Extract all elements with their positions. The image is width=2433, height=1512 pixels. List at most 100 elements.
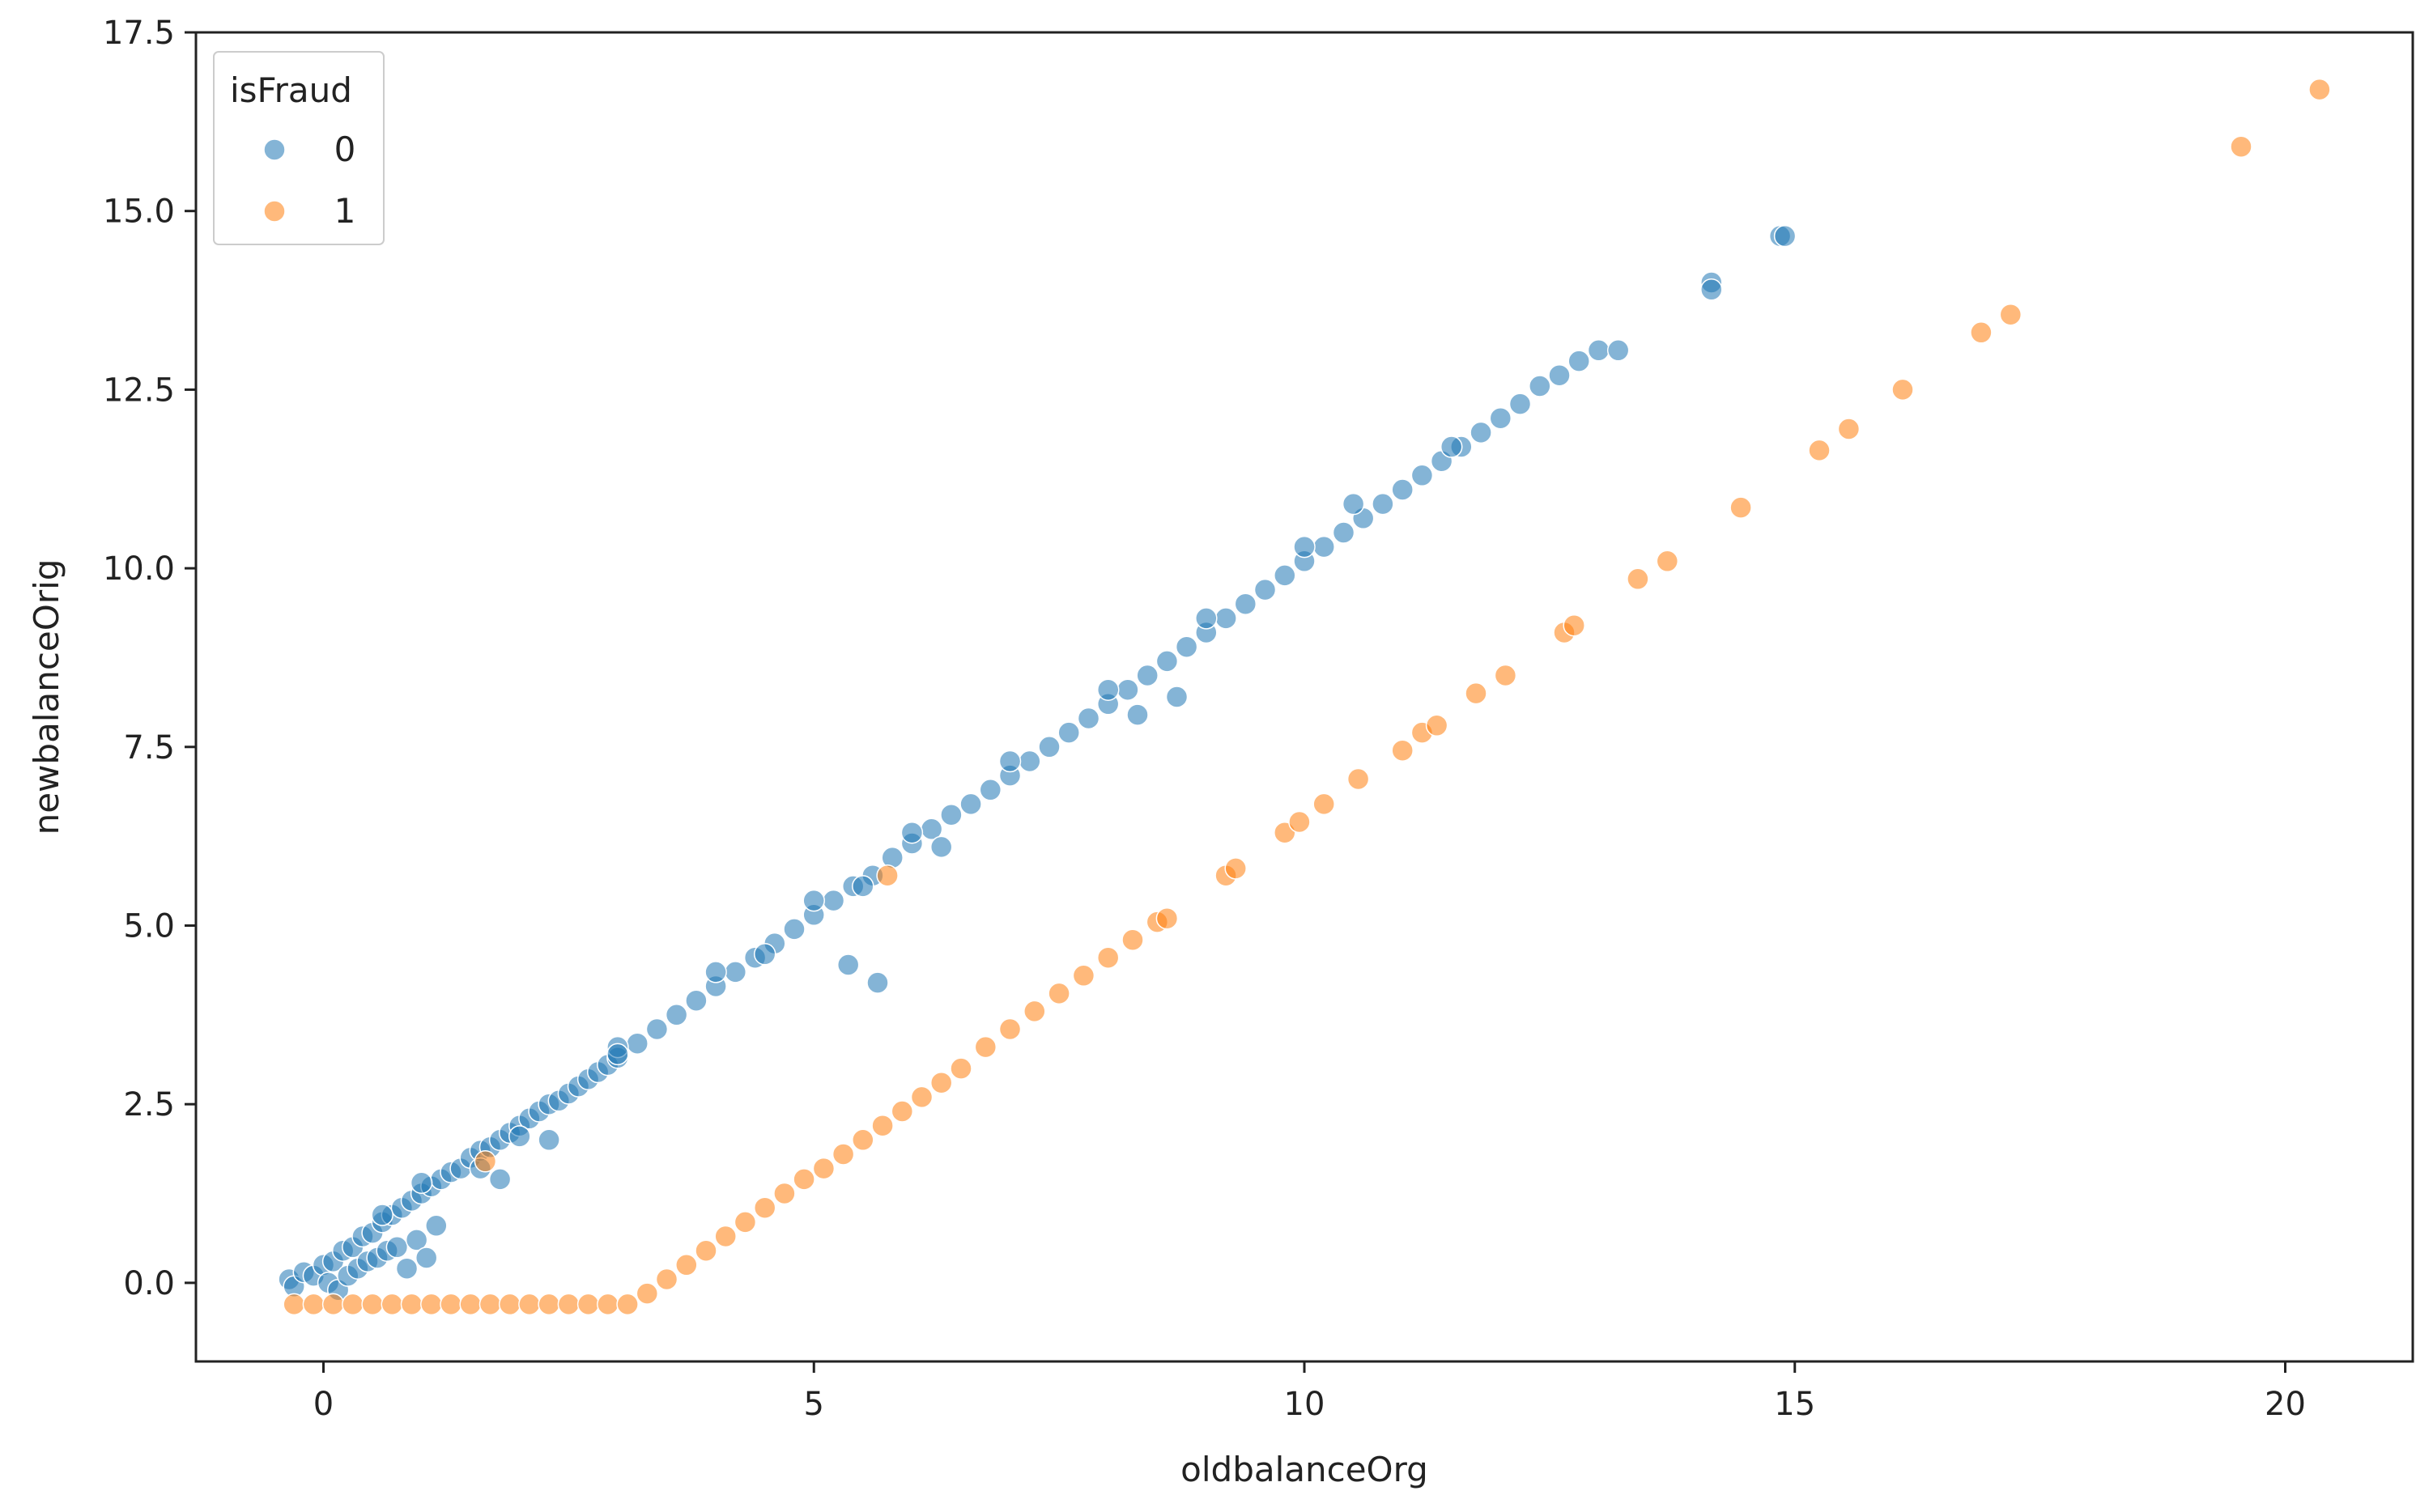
- data-point: [1332, 521, 1355, 544]
- legend-box: [213, 51, 385, 245]
- data-point: [1773, 224, 1797, 248]
- axes-layer: [194, 31, 2414, 1363]
- data-point: [753, 1196, 776, 1219]
- data-point: [1656, 550, 1679, 573]
- data-point: [1494, 664, 1517, 687]
- data-point: [836, 953, 860, 976]
- data-point: [410, 1171, 433, 1195]
- data-point: [1155, 907, 1179, 930]
- legend: isFraud 0 1: [213, 51, 385, 245]
- data-point: [538, 1128, 560, 1152]
- series-1: [283, 78, 2331, 1316]
- data-point: [415, 1247, 438, 1269]
- data-point: [891, 1100, 914, 1123]
- data-point: [1508, 393, 1532, 415]
- data-point: [675, 1254, 698, 1276]
- data-point: [1410, 464, 1434, 487]
- data-point: [1293, 535, 1316, 559]
- data-point: [871, 1114, 894, 1137]
- data-point: [685, 989, 708, 1012]
- legend-marker: [263, 200, 286, 223]
- x-axis-label: oldbalanceOrg: [1180, 1450, 1428, 1489]
- data-point: [852, 875, 874, 898]
- data-point: [724, 961, 747, 983]
- data-point: [498, 1293, 521, 1316]
- data-point: [783, 918, 806, 941]
- legend-marker: [263, 138, 286, 161]
- y-tick-label: 5.0: [123, 907, 175, 945]
- legend-entry-label: 0: [334, 130, 356, 169]
- data-point: [1999, 303, 2023, 326]
- data-point: [812, 1157, 836, 1180]
- data-point: [1155, 650, 1179, 673]
- y-tick-label: 17.5: [103, 15, 175, 52]
- data-point: [1567, 350, 1590, 372]
- data-point: [665, 1004, 688, 1026]
- data-point: [2230, 135, 2252, 158]
- data-point: [1048, 982, 1070, 1005]
- data-point: [1117, 678, 1139, 701]
- data-point: [852, 1128, 874, 1152]
- data-point: [395, 1257, 419, 1280]
- data-point: [1465, 682, 1487, 705]
- y-tick-label: 15.0: [103, 193, 175, 231]
- data-point: [342, 1293, 364, 1316]
- data-point: [998, 750, 1022, 773]
- x-tick-label: 15: [1774, 1386, 1815, 1423]
- data-point: [616, 1293, 639, 1316]
- legend-entry-label: 1: [334, 191, 356, 231]
- data-point: [1391, 478, 1414, 501]
- data-point: [1121, 928, 1144, 951]
- data-point: [1077, 707, 1100, 730]
- data-point: [597, 1293, 619, 1316]
- data-point: [302, 1293, 325, 1316]
- data-point: [1136, 664, 1159, 687]
- data-point: [1729, 496, 1752, 519]
- data-point: [1057, 721, 1080, 744]
- data-point: [753, 943, 776, 966]
- data-point: [1096, 678, 1120, 701]
- data-point: [1019, 750, 1041, 773]
- data-point: [2308, 78, 2331, 101]
- data-point: [929, 1071, 953, 1094]
- data-point: [940, 803, 963, 826]
- data-point: [1606, 339, 1630, 362]
- data-point: [420, 1293, 443, 1316]
- data-point: [1425, 714, 1448, 737]
- data-point: [1440, 435, 1463, 458]
- data-point: [773, 1182, 796, 1205]
- data-point: [1023, 1000, 1046, 1023]
- data-point: [474, 1150, 497, 1173]
- y-tick-label: 7.5: [123, 729, 175, 767]
- data-point: [1489, 406, 1512, 430]
- data-point: [950, 1057, 972, 1080]
- data-point: [1391, 739, 1414, 762]
- data-point: [371, 1204, 393, 1226]
- data-point: [876, 864, 899, 887]
- data-point: [1175, 635, 1198, 658]
- data-point: [576, 1293, 600, 1316]
- data-point: [1548, 363, 1571, 387]
- data-point: [645, 1017, 669, 1041]
- data-point: [425, 1214, 448, 1238]
- data-point: [1342, 492, 1365, 516]
- data-point: [1837, 418, 1861, 440]
- y-tick-label: 12.5: [103, 372, 175, 409]
- data-point: [381, 1293, 404, 1316]
- data-point: [400, 1293, 423, 1316]
- data-point: [1253, 578, 1277, 601]
- data-point: [1126, 703, 1149, 726]
- data-point: [1038, 736, 1061, 758]
- data-point: [1891, 378, 1914, 401]
- data-point: [606, 1043, 629, 1066]
- legend-title: isFraud: [230, 70, 352, 110]
- data-point: [734, 1211, 757, 1234]
- data-point: [488, 1168, 512, 1191]
- data-point: [1808, 439, 1831, 462]
- data-point: [802, 889, 825, 912]
- x-tick-label: 5: [804, 1386, 824, 1423]
- data-point: [283, 1293, 305, 1316]
- data-point: [1096, 946, 1120, 969]
- data-point: [822, 889, 845, 912]
